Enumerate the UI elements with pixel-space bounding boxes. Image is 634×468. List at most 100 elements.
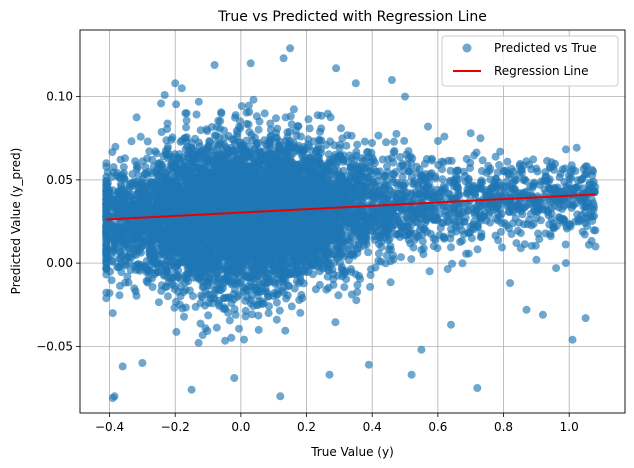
scatter-point: [383, 162, 391, 171]
scatter-point: [552, 222, 561, 231]
scatter-point: [231, 310, 240, 319]
scatter-point: [438, 175, 447, 184]
scatter-point: [128, 170, 137, 179]
scatter-point: [507, 184, 516, 193]
scatter-point: [154, 298, 163, 307]
scatter-point: [240, 335, 248, 344]
scatter-point: [227, 333, 236, 342]
scatter-point: [374, 249, 383, 258]
scatter-point: [382, 251, 391, 260]
scatter-point: [353, 280, 362, 289]
scatter-point: [564, 171, 573, 180]
scatter-point: [275, 141, 284, 150]
scatter-points: [102, 44, 600, 402]
scatter-point: [308, 270, 317, 279]
scatter-point: [176, 292, 185, 301]
scatter-point: [511, 214, 520, 223]
scatter-point: [360, 137, 369, 146]
scatter-point: [157, 128, 166, 136]
scatter-point: [272, 114, 280, 123]
scatter-point: [305, 124, 314, 133]
scatter-point: [107, 276, 116, 285]
scatter-point: [580, 230, 589, 239]
scatter-point: [366, 282, 375, 291]
scatter-point: [535, 198, 544, 207]
scatter-point: [245, 128, 254, 136]
scatter-point: [235, 324, 243, 333]
scatter-point: [546, 230, 555, 238]
scatter-point: [386, 257, 395, 266]
scatter-point: [334, 271, 343, 280]
scatter-point: [266, 119, 275, 128]
scatter-point: [347, 290, 356, 299]
scatter-point: [244, 120, 253, 129]
scatter-point: [244, 101, 253, 110]
scatter-point: [296, 308, 305, 317]
scatter-point: [192, 110, 201, 119]
scatter-point: [525, 160, 534, 169]
scatter-point: [214, 284, 223, 293]
scatter-point: [337, 124, 345, 133]
scatter-point: [102, 173, 111, 181]
scatter-point: [201, 301, 209, 310]
scatter-point: [123, 272, 132, 281]
scatter-point: [497, 210, 506, 218]
scatter-point: [342, 275, 351, 284]
scatter-point: [214, 116, 223, 125]
scatter-point: [353, 140, 362, 149]
scatter-point: [561, 240, 570, 249]
scatter-point: [516, 229, 525, 238]
scatter-point: [212, 323, 221, 332]
scatter-point: [116, 281, 124, 290]
scatter-point: [109, 163, 118, 172]
scatter-point: [287, 120, 296, 129]
scatter-point: [163, 119, 172, 128]
scatter-point: [400, 136, 409, 145]
scatter-point: [119, 163, 128, 172]
scatter-point: [340, 283, 349, 292]
scatter-point: [131, 157, 140, 166]
scatter-point: [176, 282, 185, 291]
scatter-point: [132, 113, 141, 122]
scatter-point: [283, 128, 292, 137]
scatter-point: [544, 211, 553, 220]
scatter-point: [254, 325, 263, 334]
scatter-point: [196, 319, 205, 328]
scatter-point: [145, 147, 154, 156]
scatter-point: [386, 278, 395, 287]
scatter-point: [395, 153, 404, 161]
scatter-point: [148, 283, 157, 291]
scatter-point: [573, 210, 582, 219]
scatter-point: [352, 296, 361, 305]
scatter-point: [562, 145, 570, 154]
scatter-point: [164, 277, 173, 286]
scatter-point: [378, 155, 387, 164]
scatter-point: [252, 112, 261, 121]
scatter-point: [356, 274, 365, 283]
scatter-point: [419, 250, 428, 259]
scatter-point: [473, 245, 482, 254]
scatter-point: [482, 168, 491, 177]
scatter-point: [115, 291, 124, 300]
scatter-point: [198, 293, 207, 302]
scatter-point: [409, 243, 418, 252]
scatter-point: [572, 143, 581, 152]
scatter-point: [264, 309, 273, 318]
scatter-point: [194, 338, 203, 347]
scatter-point: [351, 227, 359, 236]
scatter-point: [219, 304, 228, 313]
scatter-point: [342, 141, 351, 150]
scatter-point: [245, 108, 254, 116]
scatter-point: [448, 259, 457, 268]
scatter-point: [425, 267, 434, 276]
scatter-point: [151, 147, 160, 156]
scatter-point: [162, 136, 171, 145]
scatter-point: [265, 302, 273, 311]
scatter-point: [180, 312, 188, 321]
scatter-point: [248, 310, 257, 319]
scatter-point: [434, 137, 442, 145]
scatter-point: [334, 291, 343, 300]
scatter-point: [368, 139, 376, 147]
scatter-point: [583, 222, 592, 231]
scatter-point: [316, 127, 324, 136]
